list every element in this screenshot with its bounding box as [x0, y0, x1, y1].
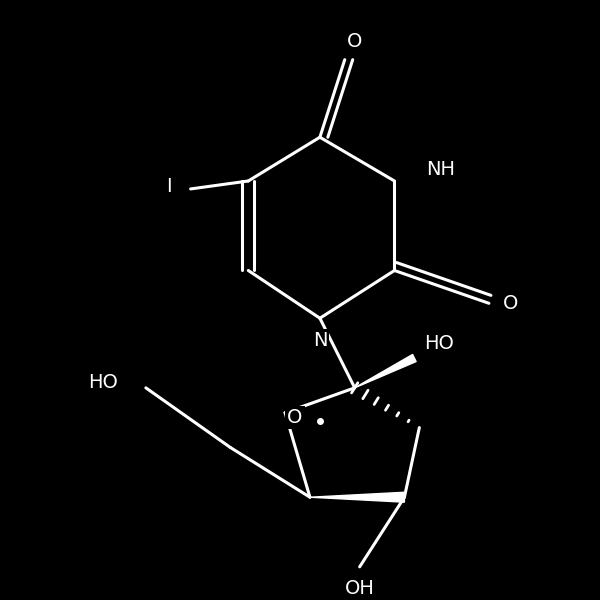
Polygon shape	[355, 355, 416, 388]
Polygon shape	[310, 492, 404, 502]
Text: I: I	[166, 178, 172, 196]
Text: O: O	[503, 294, 518, 313]
Text: O: O	[287, 408, 303, 427]
Text: O: O	[347, 32, 362, 51]
Text: OH: OH	[345, 579, 374, 598]
Text: N: N	[313, 331, 327, 350]
Text: HO: HO	[424, 334, 454, 353]
Text: NH: NH	[426, 160, 455, 179]
Text: HO: HO	[88, 373, 118, 392]
